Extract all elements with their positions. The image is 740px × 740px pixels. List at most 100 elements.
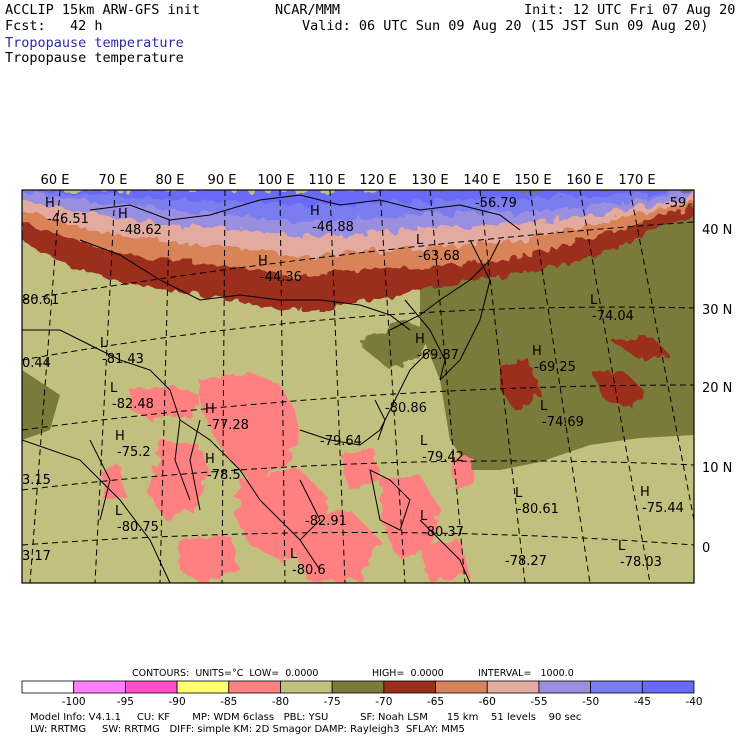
coastlines (22, 194, 521, 583)
colorbar-label: -95 (116, 696, 134, 708)
model-info-line2: LW: RRTMG SW: RRTMG DIFF: simple KM: 2D … (30, 724, 465, 735)
longitude-label: 130 E (411, 173, 448, 188)
colorbar-swatch (538, 680, 592, 694)
latitude-label: 20 N (702, 381, 732, 396)
extremum-value: -46.88 (312, 220, 354, 235)
extremum-value: -46.51 (47, 212, 89, 227)
extremum-marker: L (420, 434, 428, 449)
colorbar-swatch (21, 680, 75, 694)
extremum-marker: L (290, 547, 298, 562)
latitude-labels: 40 N 30 N 20 N 10 N 0 (702, 223, 732, 556)
extremum-value: -82.48 (112, 397, 154, 412)
latitude-label: 10 N (702, 461, 732, 476)
extremum-marker: H (115, 429, 125, 444)
field-title-shaded: Tropopause temperature (5, 35, 184, 51)
longitude-label: 150 E (514, 173, 551, 188)
extremum-value: 0.44 (22, 356, 51, 371)
colorbar-swatch (383, 680, 436, 694)
extremum-value: -56.79 (475, 196, 517, 211)
longitude-label: 80 E (156, 173, 185, 188)
colorbar-label: -65 (426, 696, 445, 708)
colorbar-swatch (435, 680, 488, 694)
extremum-value: -48.62 (120, 223, 162, 238)
graticule (22, 190, 694, 583)
colorbar-swatch (280, 680, 333, 694)
contour-interval: INTERVAL= 1000.0 (478, 668, 574, 679)
colorbar-label: -75 (323, 696, 341, 708)
longitude-label: 170 E (618, 173, 655, 188)
extremum-marker: L (416, 233, 424, 248)
colorbar-label: -55 (530, 696, 548, 708)
extremum-value: -74.04 (592, 309, 634, 324)
longitude-label: 120 E (359, 173, 396, 188)
extremum-value: -80.86 (385, 401, 427, 416)
colorbar-swatch (590, 680, 643, 694)
extremum-value: -80.75 (117, 520, 159, 535)
valid-time: Valid: 06 UTC Sun 09 Aug 20 (15 JST Sun … (302, 18, 709, 34)
colorbar (21, 680, 695, 694)
extremum-value: -75.44 (642, 501, 684, 516)
extrema-labels: H-46.51 H-48.62H-46.88H-44.36L-63.68-56.7… (22, 196, 686, 578)
forecast-hour: Fcst: 42 h (5, 18, 103, 34)
colorbar-label: -70 (375, 696, 393, 708)
extremum-value: -80.6 (292, 563, 326, 578)
extremum-value: -78.5 (207, 468, 241, 483)
latitude-label: 40 N (702, 223, 732, 238)
field-title-contour: Tropopause temperature (5, 50, 184, 66)
extremum-marker: L (420, 509, 428, 524)
latitude-label: 0 (702, 541, 710, 556)
extremum-marker: L (110, 381, 118, 396)
extremum-value: -74.69 (542, 415, 584, 430)
extremum-marker: L (590, 293, 598, 308)
longitude-label: 70 E (99, 173, 128, 188)
extremum-value: -69.25 (534, 360, 576, 375)
contour-units: CONTOURS: UNITS=°C LOW= 0.0000 (132, 668, 319, 679)
colorbar-swatch (73, 680, 126, 694)
extremum-marker: H (258, 254, 268, 269)
colorbar-label: -60 (478, 696, 496, 708)
colorbar-label: -100 (61, 696, 86, 708)
extremum-marker: L (515, 486, 523, 501)
extremum-marker: H (640, 485, 650, 500)
colorbar-label: -80 (271, 696, 290, 708)
longitude-label: 160 E (566, 173, 603, 188)
shaded-field (22, 190, 694, 583)
extremum-value: -78.03 (620, 555, 662, 570)
latitude-label: 30 N (702, 303, 732, 318)
colorbar-swatch (124, 680, 178, 694)
model-title: ACCLIP 15km ARW-GFS init (5, 2, 201, 18)
colorbar-label: -45 (633, 696, 651, 708)
extremum-value: -69.87 (417, 348, 459, 363)
extremum-value: -63.68 (418, 249, 460, 264)
extremum-value: 3.17 (22, 549, 51, 564)
extremum-value: -78.27 (505, 554, 547, 569)
extremum-marker: H (45, 196, 55, 211)
colorbar-swatch (331, 680, 385, 694)
extremum-marker: L (618, 539, 626, 554)
extremum-value: -82.91 (305, 514, 347, 529)
extremum-value: 80.61 (22, 293, 59, 308)
extremum-value: -59 (665, 196, 686, 211)
extremum-marker: L (100, 336, 108, 351)
map-frame (21, 189, 695, 584)
longitude-label: 90 E (208, 173, 237, 188)
extremum-value: -75.2 (117, 445, 151, 460)
extremum-value: -80.61 (517, 502, 559, 517)
colorbar-label: -50 (582, 696, 600, 708)
extremum-value: -80.37 (422, 525, 464, 540)
extremum-marker: H (205, 402, 215, 417)
extremum-value: -79.42 (422, 450, 464, 465)
longitude-label: 100 E (257, 173, 294, 188)
colorbar-swatch (486, 680, 540, 694)
contour-high: HIGH= 0.0000 (372, 668, 444, 679)
colorbar-swatch (176, 680, 230, 694)
extremum-value: -81.43 (102, 352, 144, 367)
extremum-value: 3.15 (22, 473, 51, 488)
longitude-label: 140 E (463, 173, 500, 188)
organization: NCAR/MMM (275, 2, 341, 18)
longitude-labels: 60 E 70 E 80 E 90 E 100 E 110 E 120 E 130 E 140 … (41, 173, 656, 188)
extremum-marker: H (310, 204, 320, 219)
colorbar-label: -90 (168, 696, 186, 708)
extremum-marker: H (415, 332, 425, 347)
